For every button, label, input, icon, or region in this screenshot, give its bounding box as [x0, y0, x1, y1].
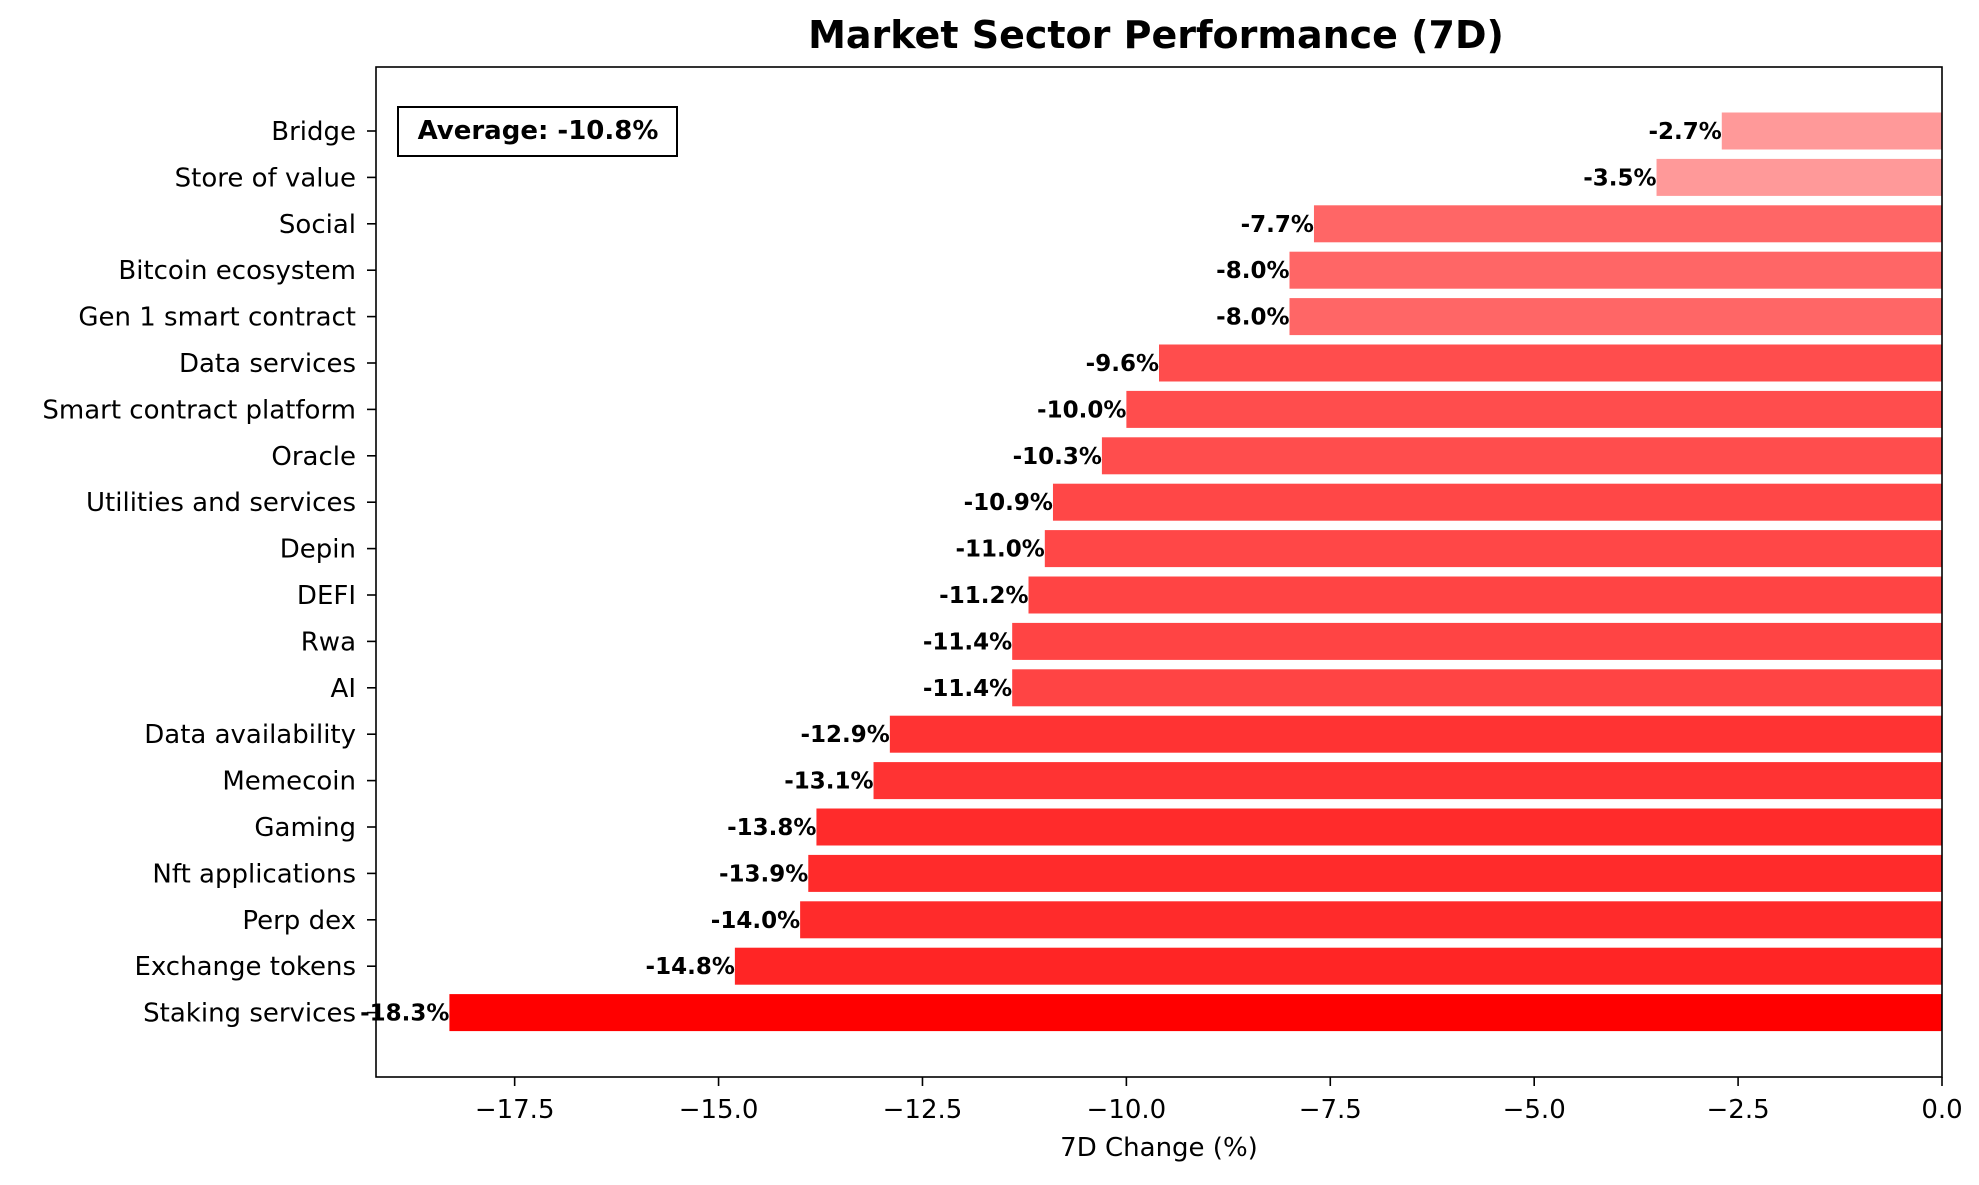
- plot-frame: [375, 66, 1943, 1078]
- value-label: -10.0%: [1037, 397, 1126, 423]
- y-tick-label: Exchange tokens: [134, 952, 356, 982]
- value-label: -14.8%: [646, 954, 735, 980]
- bar-oracle: [1101, 437, 1942, 475]
- y-tick-label: Smart contract platform: [42, 395, 356, 425]
- bar-bitcoin-ecosystem: [1289, 251, 1942, 289]
- value-label: -14.0%: [711, 908, 800, 934]
- x-tick-label: −15.0: [679, 1095, 759, 1125]
- bar-memecoin: [873, 762, 1942, 800]
- bar-gen-1-smart-contract: [1289, 298, 1942, 336]
- x-axis: −17.5 −15.0 −12.5 −10.0 −7.5 −5.0 −2.5 0.0: [475, 1077, 1963, 1125]
- y-tick-label: Nft applications: [152, 859, 356, 889]
- x-tick-label: −2.5: [1707, 1095, 1770, 1125]
- bar-social: [1313, 205, 1942, 243]
- y-tick-label: Rwa: [301, 627, 356, 657]
- bar-gaming: [816, 808, 1942, 846]
- y-tick-label: Data services: [179, 349, 356, 379]
- y-tick-label: AI: [331, 674, 356, 704]
- value-label: -11.0%: [955, 537, 1044, 563]
- value-label: -11.4%: [923, 629, 1012, 655]
- value-label: -10.9%: [964, 490, 1053, 516]
- value-label: -7.7%: [1241, 212, 1314, 238]
- value-label: -11.4%: [923, 676, 1012, 702]
- x-tick-label: −5.0: [1503, 1095, 1566, 1125]
- y-tick-label: Bitcoin ecosystem: [118, 256, 356, 286]
- bar-rwa: [1012, 622, 1942, 660]
- bar-utilities-and-services: [1052, 483, 1942, 521]
- y-tick-label: Data availability: [144, 720, 356, 750]
- bar-nft-applications: [808, 854, 1942, 892]
- bar-exchange-tokens: [734, 947, 1942, 985]
- value-label: -12.9%: [801, 722, 890, 748]
- y-tick-label: Store of value: [175, 163, 356, 193]
- bars-layer: [449, 112, 1942, 1032]
- bar-staking-services: [449, 994, 1942, 1032]
- y-tick-label: Social: [279, 210, 356, 240]
- value-label: -8.0%: [1216, 258, 1289, 284]
- average-text: Average: -10.8%: [418, 116, 659, 146]
- bar-depin: [1044, 530, 1942, 568]
- x-axis-label: 7D Change (%): [1060, 1133, 1258, 1163]
- bar-smart-contract-platform: [1126, 390, 1942, 428]
- value-label: -9.6%: [1086, 351, 1159, 377]
- value-label: -13.8%: [727, 815, 816, 841]
- bar-bridge: [1721, 112, 1942, 150]
- bar-defi: [1028, 576, 1942, 614]
- x-tick-label: −12.5: [883, 1095, 963, 1125]
- y-tick-label: Utilities and services: [86, 488, 356, 518]
- y-tick-label: Staking services: [143, 999, 356, 1029]
- chart-title: Market Sector Performance (7D): [808, 13, 1504, 57]
- x-tick-label: 0.0: [1921, 1095, 1962, 1125]
- bar-data-availability: [889, 715, 1942, 753]
- y-tick-label: Depin: [280, 535, 356, 565]
- y-tick-label: Bridge: [271, 117, 356, 147]
- value-labels-layer: -2.7% -3.5% -7.7% -8.0% -8.0% -9.6% -10.0% -10.…: [360, 119, 1722, 1027]
- value-label: -2.7%: [1648, 119, 1721, 145]
- x-tick-label: −7.5: [1299, 1095, 1362, 1125]
- value-label: -3.5%: [1583, 165, 1656, 191]
- value-label: -11.2%: [939, 583, 1028, 609]
- y-tick-label: Gaming: [254, 813, 356, 843]
- y-tick-label: DEFI: [297, 581, 356, 611]
- average-annotation: Average: -10.8%: [397, 106, 678, 157]
- y-tick-label: Perp dex: [242, 906, 356, 936]
- bar-store-of-value: [1656, 158, 1942, 196]
- average-box: [397, 106, 678, 157]
- bar-perp-dex: [800, 901, 1942, 939]
- value-label: -18.3%: [360, 1001, 449, 1027]
- y-tick-label: Oracle: [271, 442, 356, 472]
- x-tick-label: −10.0: [1087, 1095, 1167, 1125]
- y-tick-label: Memecoin: [222, 767, 356, 797]
- value-label: -8.0%: [1216, 305, 1289, 331]
- value-label: -13.1%: [784, 769, 873, 795]
- value-label: -13.9%: [719, 861, 808, 887]
- y-tick-label: Gen 1 smart contract: [78, 303, 356, 333]
- bar-ai: [1012, 669, 1942, 707]
- x-tick-label: −17.5: [475, 1095, 555, 1125]
- y-axis: Bridge Store of value Social Bitcoin ecosys…: [42, 117, 376, 1029]
- bar-data-services: [1159, 344, 1942, 382]
- value-label: -10.3%: [1013, 444, 1102, 470]
